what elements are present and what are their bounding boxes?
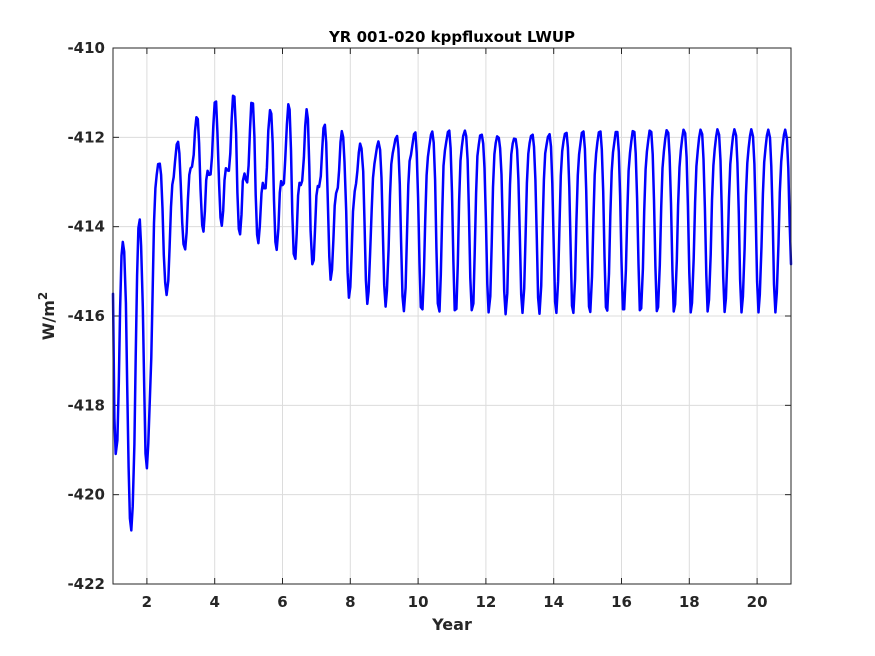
grid (113, 47, 791, 585)
y-tick-labels: -422 -420 -418 -416 -414 -412 -410 (67, 39, 105, 593)
x-tick-label: 16 (611, 593, 632, 611)
y-tick-label: -418 (67, 396, 105, 414)
y-axis-label-base: W/m (39, 300, 58, 340)
y-tick-label: -410 (67, 39, 105, 57)
x-tick-label: 8 (345, 593, 355, 611)
y-tick-label: -420 (67, 486, 105, 504)
y-tick-label: -422 (67, 575, 105, 593)
x-tick-label: 10 (408, 593, 429, 611)
x-tick-label: 12 (475, 593, 496, 611)
x-tick-label: 6 (277, 593, 287, 611)
chart-title: YR 001-020 kppfluxout LWUP (328, 28, 575, 46)
y-tick-label: -416 (67, 307, 105, 325)
series-line (111, 94, 793, 532)
x-axis-label: Year (431, 615, 472, 634)
y-axis-label: W/m2 (36, 292, 58, 341)
x-tick-labels: 2 4 6 8 10 12 14 16 18 20 (142, 593, 768, 611)
x-tick-label: 20 (747, 593, 768, 611)
y-axis-label-superscript: 2 (36, 292, 50, 300)
x-tick-label: 4 (209, 593, 219, 611)
y-tick-label: -414 (67, 218, 105, 236)
x-tick-label: 2 (142, 593, 152, 611)
y-tick-label: -412 (67, 128, 105, 146)
x-tick-label: 18 (679, 593, 700, 611)
x-tick-label: 14 (543, 593, 564, 611)
plot-frame (112, 47, 792, 585)
